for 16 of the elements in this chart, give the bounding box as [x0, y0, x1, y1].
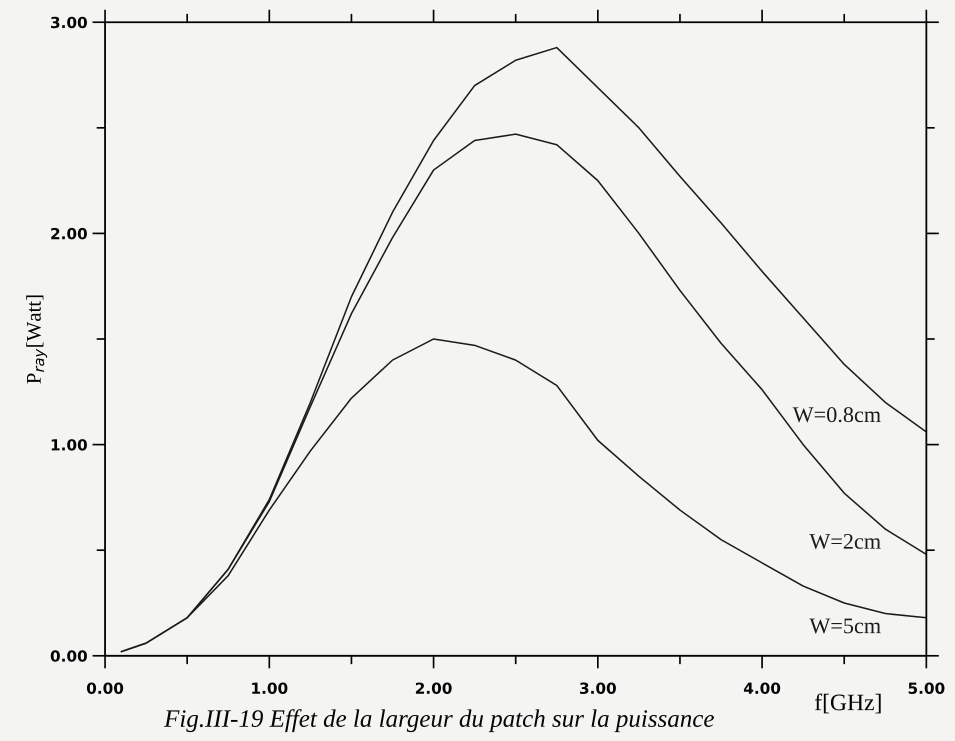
x-tick-label: 3.00	[580, 682, 616, 694]
series-label: W=0.8cm	[792, 407, 881, 422]
series-label: W=2cm	[809, 534, 881, 549]
x-axis-title: f[GHz]	[814, 694, 881, 714]
y-axis-title: P$_{ray}$[Watt]	[26, 295, 48, 384]
x-tick-label: 5.00	[908, 682, 944, 694]
x-tick-label: 2.00	[416, 682, 452, 694]
series-label: W=5cm	[809, 618, 881, 634]
x-tick-label: 1.00	[252, 682, 288, 694]
y-tick-label: 2.00	[51, 228, 87, 240]
y-tick-label: 1.00	[52, 439, 87, 451]
text: Fig.III-19 Effet de la largeur du patch sur la puissance	[164, 709, 714, 732]
x-tick-label: 0.00	[86, 682, 124, 694]
y-tick-label: 0.00	[50, 650, 87, 662]
y-tick-label: 3.00	[51, 16, 87, 28]
x-tick-label: 4.00	[744, 682, 780, 694]
